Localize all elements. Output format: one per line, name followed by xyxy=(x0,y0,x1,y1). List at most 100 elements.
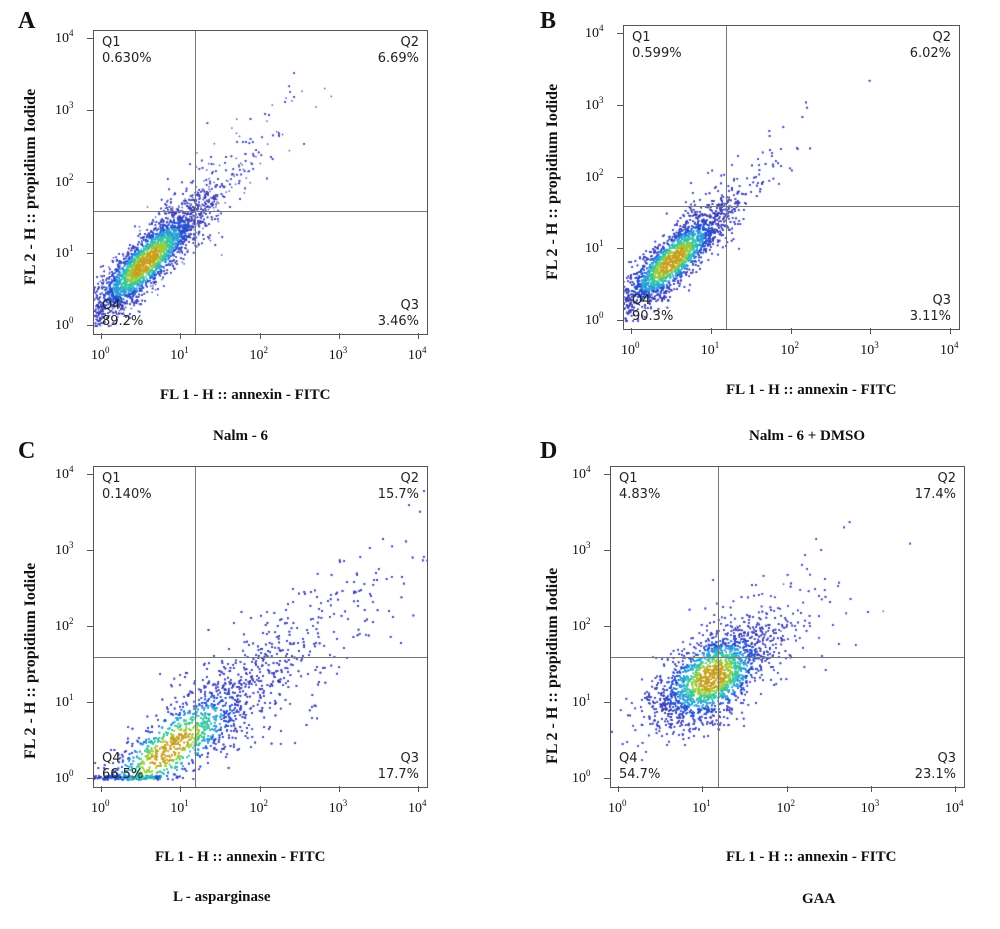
x-tick-mark xyxy=(338,786,340,792)
tick-base: 10 xyxy=(55,467,69,482)
panel-caption: L - asparginase xyxy=(173,889,271,905)
x-tick-mark xyxy=(338,333,340,339)
panel-caption: GAA xyxy=(802,891,836,907)
x-tick-label: 101 xyxy=(692,798,711,817)
plot-area: Q1 0.630% Q2 6.69% Q4 89.2% Q3 3.46% xyxy=(93,30,428,335)
y-tick-label: 100 xyxy=(55,768,74,787)
q4-label: Q4 xyxy=(102,751,121,766)
x-tick-label: 102 xyxy=(781,340,800,359)
y-tick-label: 100 xyxy=(585,310,604,329)
y-tick-mark xyxy=(87,109,93,111)
y-tick-label: 102 xyxy=(55,616,74,635)
tick-base: 10 xyxy=(860,801,875,816)
x-tick-mark xyxy=(631,328,632,334)
tick-base: 10 xyxy=(55,318,69,333)
q4-label: Q4 xyxy=(102,298,121,313)
x-tick-mark xyxy=(180,333,182,339)
scatter-points xyxy=(94,467,427,787)
tick-base: 10 xyxy=(940,343,954,358)
y-tick-mark xyxy=(87,702,93,703)
quadrant-gate-vertical xyxy=(718,467,720,787)
q4-value: 54.7% xyxy=(619,767,661,782)
y-tick-mark xyxy=(604,702,610,703)
x-axis-label: FL 1 - H :: annexin - FITC xyxy=(726,382,897,398)
y-axis-label: FL 2 - H :: propidium Iodide xyxy=(22,562,39,759)
x-tick-mark xyxy=(790,328,792,334)
tick-exponent: 0 xyxy=(635,340,640,350)
y-tick-mark xyxy=(87,550,93,551)
y-tick-mark xyxy=(604,626,610,627)
tick-exponent: 0 xyxy=(599,310,604,320)
tick-base: 10 xyxy=(55,174,69,190)
tick-base: 10 xyxy=(945,801,959,816)
quadrant-gate-horizontal xyxy=(94,657,427,659)
tick-exponent: 1 xyxy=(184,345,189,355)
x-tick-label: 104 xyxy=(940,340,959,359)
y-tick-mark xyxy=(617,33,623,34)
tick-exponent: 2 xyxy=(599,166,604,177)
tick-exponent: 3 xyxy=(69,540,74,550)
x-tick-label: 104 xyxy=(945,798,964,817)
tick-base: 10 xyxy=(55,31,69,46)
y-tick-label: 104 xyxy=(585,23,604,42)
panel-caption: Nalm - 6 xyxy=(213,428,268,444)
x-axis-label: FL 1 - H :: annexin - FITC xyxy=(160,387,331,403)
tick-base: 10 xyxy=(780,343,795,358)
panel-letter: D xyxy=(540,438,558,464)
y-tick-mark xyxy=(617,320,623,321)
y-axis-label: FL 2 - H :: propidium Iodide xyxy=(544,83,561,280)
tick-exponent: 2 xyxy=(69,616,74,626)
q1-label: Q1 xyxy=(102,35,121,50)
q4-label: Q4 xyxy=(632,293,651,308)
tick-base: 10 xyxy=(170,801,185,816)
x-tick-mark xyxy=(618,786,619,792)
q2-label: Q2 xyxy=(932,30,951,45)
x-tick-label: 103 xyxy=(861,798,880,817)
tick-exponent: 4 xyxy=(959,798,964,808)
tick-exponent: 4 xyxy=(954,340,959,350)
tick-exponent: 2 xyxy=(794,340,800,350)
q3-label: Q3 xyxy=(937,751,956,766)
y-tick-label: 100 xyxy=(572,768,591,787)
q1-label: Q1 xyxy=(619,471,638,486)
y-tick-label: 102 xyxy=(585,167,604,186)
q1-value: 0.140% xyxy=(102,487,152,502)
tick-exponent: 3 xyxy=(342,345,348,355)
x-tick-mark xyxy=(786,786,788,792)
y-tick-label: 101 xyxy=(55,243,74,262)
y-tick-mark xyxy=(87,474,93,475)
y-tick-label: 104 xyxy=(55,464,74,483)
x-tick-label: 101 xyxy=(701,340,720,359)
tick-base: 10 xyxy=(585,26,599,41)
y-tick-label: 101 xyxy=(572,692,591,711)
tick-base: 10 xyxy=(91,801,105,816)
x-tick-mark xyxy=(870,328,872,334)
q4-value: 89.2% xyxy=(102,314,144,329)
tick-exponent: 0 xyxy=(105,798,110,808)
x-tick-label: 102 xyxy=(250,798,269,817)
x-tick-label: 100 xyxy=(608,798,627,817)
x-axis-label: FL 1 - H :: annexin - FITC xyxy=(726,849,897,865)
q2-label: Q2 xyxy=(400,471,419,486)
tick-base: 10 xyxy=(621,343,635,358)
tick-base: 10 xyxy=(572,771,586,786)
tick-base: 10 xyxy=(55,695,69,710)
q1-value: 0.630% xyxy=(102,51,152,66)
panel-c: C FL 2 - H :: propidium Iodide Q1 0.140%… xyxy=(0,438,500,928)
x-tick-mark xyxy=(418,786,419,792)
y-tick-label: 102 xyxy=(55,172,74,191)
y-tick-mark xyxy=(617,248,623,250)
panel-a: A FL 2 - H :: propidium Iodide Q1 0.630%… xyxy=(0,0,500,464)
x-tick-label: 100 xyxy=(91,798,110,817)
plot-area: Q1 0.140% Q2 15.7% Q4 66.5% Q3 17.7% xyxy=(93,466,428,788)
q3-value: 23.1% xyxy=(914,767,956,782)
q4-value: 90.3% xyxy=(632,309,674,324)
x-tick-label: 103 xyxy=(329,798,348,817)
y-tick-label: 102 xyxy=(572,616,591,635)
tick-exponent: 1 xyxy=(586,692,591,702)
x-tick-mark xyxy=(101,333,102,339)
x-tick-label: 104 xyxy=(408,345,427,364)
tick-base: 10 xyxy=(408,801,422,816)
tick-exponent: 4 xyxy=(599,23,604,33)
tick-exponent: 3 xyxy=(874,340,879,350)
